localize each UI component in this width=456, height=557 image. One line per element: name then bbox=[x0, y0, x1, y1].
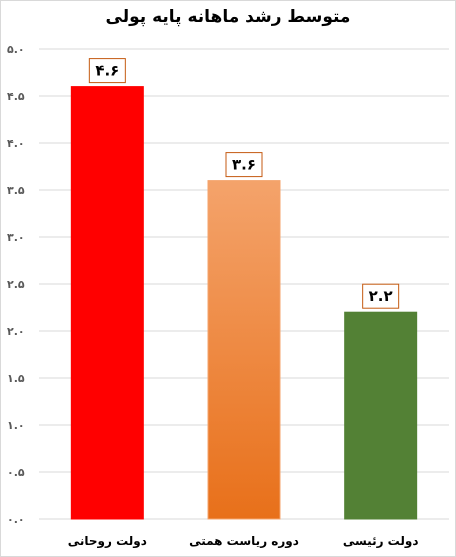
y-tick-label: ۳.۵ bbox=[7, 184, 25, 197]
bar bbox=[207, 180, 281, 520]
bar bbox=[344, 311, 418, 520]
y-tick-label: ۲.۵ bbox=[7, 278, 25, 291]
data-label: ۲.۲ bbox=[369, 287, 393, 305]
bars bbox=[70, 86, 418, 520]
category-label: دوره ریاست همتی bbox=[189, 534, 299, 549]
y-tick-label: ۵.۰ bbox=[7, 43, 25, 56]
category-label: دولت روحانی bbox=[68, 534, 147, 549]
labels: ۰.۰ ۰.۵ ۱.۰ ۱.۵ ۲.۰ ۲.۵ ۳.۰ ۳.۵ ۴.۰ ۴.۵ ۵.۰ ۴.۶ دولت… bbox=[7, 43, 419, 549]
chart-title: متوسط رشد ماهانه پایه پولی bbox=[105, 7, 351, 27]
data-label: ۴.۶ bbox=[95, 62, 119, 80]
y-tick-label: ۳.۰ bbox=[7, 231, 25, 244]
bar bbox=[70, 86, 144, 520]
y-tick-label: ۲.۰ bbox=[7, 325, 25, 338]
data-label-box bbox=[225, 152, 263, 178]
y-tick-label: ۰.۰ bbox=[7, 513, 25, 526]
y-tick-label: ۱.۵ bbox=[7, 372, 25, 385]
data-label-box bbox=[88, 58, 126, 84]
y-tick-label: ۴.۵ bbox=[7, 90, 25, 103]
data-label-box bbox=[362, 283, 400, 309]
y-tick-label: ۰.۵ bbox=[7, 466, 25, 479]
category-label: دولت رئیسی bbox=[343, 534, 419, 549]
y-tick-label: ۴.۰ bbox=[7, 137, 25, 150]
data-label: ۳.۶ bbox=[232, 156, 256, 174]
y-tick-label: ۱.۰ bbox=[7, 419, 25, 432]
